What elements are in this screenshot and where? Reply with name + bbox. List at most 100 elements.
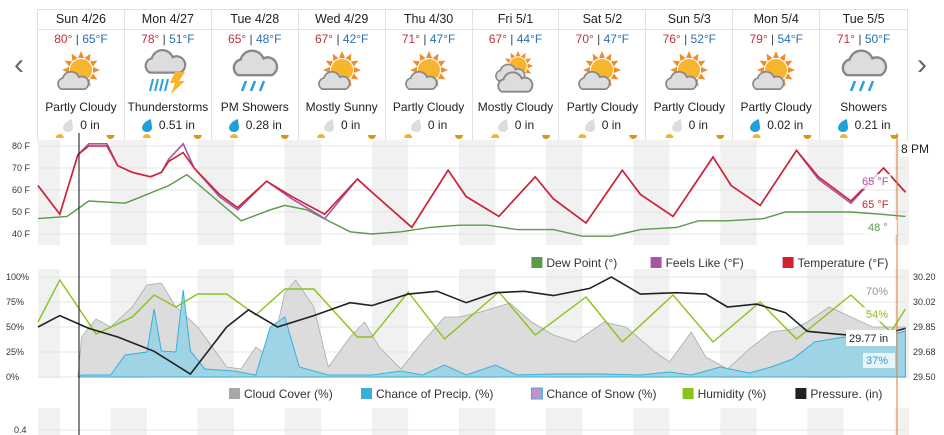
temperature-range: 71° | 50°F	[836, 32, 891, 46]
sunset-icon	[629, 135, 638, 139]
precip-value: 0.21 in	[854, 118, 891, 132]
night-band	[807, 408, 822, 435]
feels-like-legend-swatch[interactable]	[650, 257, 662, 268]
y2-tick-label: 29.85	[913, 322, 936, 332]
readout-bg	[859, 197, 891, 212]
sunrise-icon	[142, 134, 151, 138]
next-arrow-icon[interactable]: ›	[917, 48, 927, 81]
y2-tick-label: 30.02	[913, 297, 936, 307]
night-band	[299, 140, 322, 245]
humidity-legend-swatch[interactable]	[682, 388, 694, 399]
snow-chance-legend-label[interactable]: Chance of Snow (%)	[546, 387, 656, 401]
feels-like-legend-label[interactable]: Feels Like (°F)	[666, 256, 744, 270]
sunrise-icon	[229, 134, 238, 138]
previous-arrow-icon[interactable]: ‹	[14, 48, 24, 81]
precip-chance-readout: 37%	[866, 355, 888, 367]
readout-bg	[863, 307, 895, 322]
condition-label: Partly Cloudy	[45, 100, 117, 114]
day-card[interactable]: Wed 4/29 67° | 42°F Mostly Sunny 0 in	[298, 10, 386, 141]
day-card[interactable]: Tue 5/5 71° | 50°F Showers 0.21 in	[820, 10, 908, 141]
day-card[interactable]: Sun 4/26 80° | 65°F Partly Cloudy 0 in	[38, 10, 125, 141]
night-band	[720, 140, 735, 245]
day-card[interactable]: Thu 4/30 71° | 47°F Partly Cloudy 0 in	[385, 10, 473, 141]
y-tick-label: 70 F	[12, 163, 31, 173]
y-tick-label: 0%	[6, 372, 19, 382]
low-temp: 42°F	[342, 32, 369, 46]
precip-amount: 0.02 in	[733, 116, 819, 134]
precip-amount: 0 in	[559, 116, 645, 134]
sunrise-icon	[404, 134, 413, 138]
cloud-cover-legend-swatch[interactable]	[229, 388, 240, 399]
temperature-range: 71° | 47°F	[401, 32, 456, 46]
pressure-legend-label[interactable]: Pressure. (in)	[810, 387, 882, 401]
pressure-legend-swatch[interactable]	[795, 388, 807, 399]
night-band	[212, 408, 234, 435]
sunset-icon	[193, 135, 202, 139]
humidity-line	[37, 278, 906, 344]
night-band	[734, 408, 757, 435]
y-tick-label: 40 F	[12, 229, 31, 239]
sunset-icon	[890, 135, 899, 139]
partly-cloudy-icon	[646, 48, 732, 98]
low-temp: 47°F	[429, 32, 456, 46]
raindrop-icon	[837, 119, 848, 132]
precip-value: 0 in	[601, 118, 622, 132]
temperature-range: 67° | 44°F	[488, 32, 543, 46]
pressure-readout: 29.77 in	[849, 333, 888, 345]
sunset-icon	[280, 135, 289, 139]
night-band	[633, 140, 648, 245]
night-band	[821, 408, 844, 435]
day-label: Mon 4/27	[124, 10, 211, 30]
temperature-line	[37, 145, 906, 229]
day-card[interactable]: Sat 5/2 70° | 47°F Partly Cloudy 0 in	[559, 10, 647, 141]
cloud-cover-legend-label[interactable]: Cloud Cover (%)	[244, 387, 333, 401]
sunrise-icon	[55, 134, 64, 138]
precip-value: 0.51 in	[158, 118, 195, 132]
day-label: Sun 5/3	[646, 10, 733, 30]
condition-label: Showers	[840, 100, 887, 114]
y-tick-label: 50 F	[12, 207, 31, 217]
readout-bg	[859, 174, 891, 189]
night-band	[386, 408, 409, 435]
day-label: Mon 5/4	[733, 10, 820, 30]
precip-value: 0 in	[340, 118, 361, 132]
day-card[interactable]: Sun 5/3 76° | 52°F Partly Cloudy 0 in	[646, 10, 734, 141]
night-band	[212, 140, 234, 245]
precip-value: 0 in	[80, 118, 100, 132]
night-band	[38, 140, 60, 245]
sunrise-icon	[665, 134, 674, 138]
raindrop-icon	[141, 119, 152, 132]
precip-amount: 0.28 in	[212, 116, 298, 134]
dew-point-legend-swatch[interactable]	[531, 257, 543, 268]
day-card[interactable]: Mon 4/27 78° | 51°F Thunderstorms 0.51 i…	[124, 10, 212, 141]
snow-chance-legend-swatch[interactable]	[530, 387, 543, 400]
temperature-legend-swatch[interactable]	[782, 257, 794, 268]
daily-forecast-strip: Sun 4/26 80° | 65°F Partly Cloudy 0 in Mo…	[37, 9, 908, 141]
night-band	[284, 408, 300, 435]
partly-cloudy-icon	[299, 48, 385, 98]
partly-cloudy-icon	[386, 48, 472, 98]
humidity-legend-label[interactable]: Humidity (%)	[698, 387, 767, 401]
temperature-legend-label[interactable]: Temperature (°F)	[798, 256, 889, 270]
precip-value: 0.28 in	[245, 118, 282, 132]
night-band	[299, 408, 322, 435]
low-temp: 65°F	[82, 32, 108, 46]
high-temp: 79°	[749, 32, 768, 46]
night-band	[720, 269, 735, 378]
night-band	[371, 140, 387, 245]
low-temp: 50°F	[864, 32, 891, 46]
sunset-icon	[716, 135, 725, 139]
day-card[interactable]: Mon 5/4 79° | 54°F Partly Cloudy 0.02 in	[733, 10, 821, 141]
precip-chance-legend-swatch[interactable]	[361, 388, 372, 399]
high-temp: 80°	[54, 32, 73, 46]
mostly-cloudy-icon	[473, 48, 559, 98]
precip-chance-legend-label[interactable]: Chance of Precip. (%)	[376, 387, 493, 401]
day-card[interactable]: Tue 4/28 65° | 48°F PM Showers 0.28 in	[211, 10, 299, 141]
sunrise-icon	[491, 134, 500, 138]
night-band	[560, 408, 583, 435]
dew-point-legend-label[interactable]: Dew Point (°)	[546, 256, 617, 270]
y-tick-label: 0.4	[14, 425, 27, 435]
condition-label: Partly Cloudy	[740, 100, 812, 114]
day-card[interactable]: Fri 5/1 67° | 44°F Mostly Cloudy 0 in	[472, 10, 560, 141]
